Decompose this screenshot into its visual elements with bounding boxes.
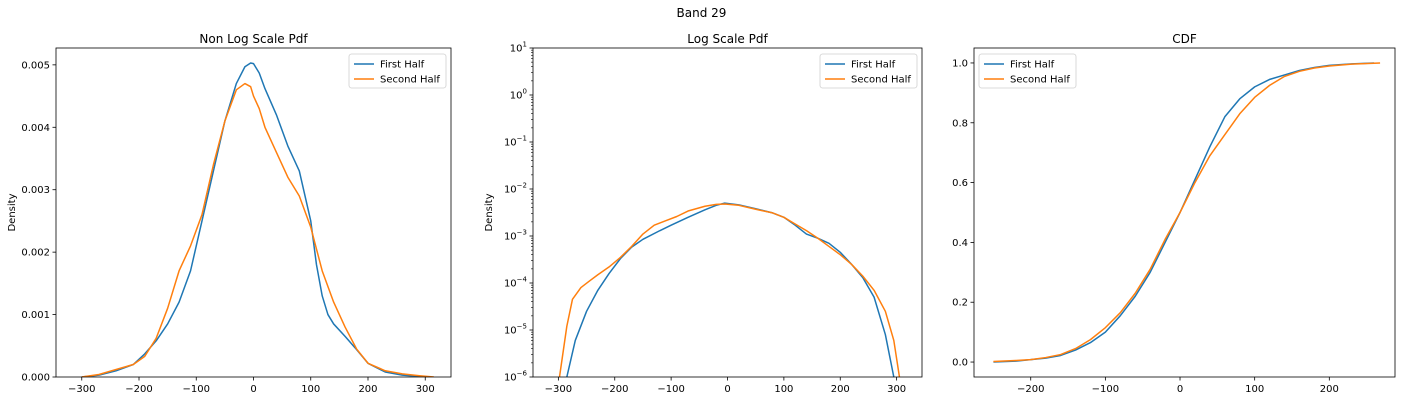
series-line-second-half xyxy=(81,82,434,377)
chart-2: −300 −200 −100 0 100 200 30010−610−510−410−310… xyxy=(484,32,923,395)
series-line-second-half xyxy=(558,203,901,377)
x-tick-label: −200 xyxy=(1017,384,1044,395)
axes-frame xyxy=(973,47,1396,378)
y-tick-label-exponent: −1 xyxy=(517,135,527,143)
chart-title: Non Log Scale Pdf xyxy=(199,32,308,46)
x-tick-label: −100 xyxy=(1092,384,1119,395)
y-tick-label-base: 10 xyxy=(504,373,517,384)
y-tick-label-base: 10 xyxy=(504,185,517,196)
legend-label-first-half: First Half xyxy=(380,60,425,71)
x-tick-label: −100 xyxy=(183,384,210,395)
legend-label-second-half: Second Half xyxy=(1010,75,1070,86)
legend: First Half Second Half xyxy=(348,53,447,89)
y-tick-label: 0.000 xyxy=(21,373,50,384)
y-tick-label: 0.002 xyxy=(21,248,50,259)
y-tick-label: 0.003 xyxy=(21,185,50,196)
legend-label-second-half: Second Half xyxy=(851,75,911,86)
y-tick-label: 0.4 xyxy=(952,238,968,249)
series-line-first-half xyxy=(81,62,432,377)
y-tick-label: 10−6 xyxy=(504,370,528,384)
y-tick-label: 10−1 xyxy=(504,135,527,149)
legend-label-first-half: First Half xyxy=(851,60,896,71)
x-tick-label: 0 xyxy=(1177,384,1183,395)
y-tick-label-exponent: 1 xyxy=(523,41,527,49)
y-tick-label: 0.8 xyxy=(952,118,968,129)
y-tick-label-exponent: −3 xyxy=(517,229,527,237)
y-tick-label-base: 10 xyxy=(510,91,523,102)
y-tick-label-exponent: 0 xyxy=(523,88,527,96)
legend: First Half Second Half xyxy=(819,53,918,89)
y-tick-label-exponent: −4 xyxy=(517,276,528,284)
x-tick-label: 0 xyxy=(250,384,256,395)
x-tick-label: −200 xyxy=(601,384,628,395)
x-tick-label: −300 xyxy=(545,384,572,395)
y-tick-label: 10−5 xyxy=(504,323,527,337)
figure-title: Band 29 xyxy=(677,6,727,20)
y-tick-label-base: 10 xyxy=(510,44,523,55)
y-tick-label-base: 10 xyxy=(504,279,517,290)
y-tick-label: 0.2 xyxy=(952,298,968,309)
x-tick-label: −100 xyxy=(657,384,684,395)
y-tick-label: 0.004 xyxy=(21,123,50,134)
legend-label-first-half: First Half xyxy=(1010,60,1055,71)
x-tick-label: 100 xyxy=(1245,384,1264,395)
y-tick-label-exponent: −6 xyxy=(517,370,528,378)
chart-3: −200 −100 0 100 200 0.0 0.2 0.4 0.6 0.8 1.0 CDF Firs… xyxy=(952,32,1396,395)
x-tick-label: 200 xyxy=(1320,384,1339,395)
x-tick-label: 200 xyxy=(831,384,850,395)
y-axis-label: Density xyxy=(7,193,18,231)
x-tick-label: 300 xyxy=(416,384,435,395)
x-tick-label: 300 xyxy=(887,384,906,395)
y-tick-label: 101 xyxy=(510,41,527,55)
y-tick-label-exponent: −2 xyxy=(517,182,527,190)
chart-1: −300 −200 −100 0 100 200 300 0.000 0.001 0.002 0.0… xyxy=(7,32,452,395)
y-tick-label-base: 10 xyxy=(504,326,517,337)
y-tick-label: 1.0 xyxy=(952,58,968,69)
y-tick-label: 10−4 xyxy=(504,276,528,290)
y-tick-label: 0.001 xyxy=(21,310,50,321)
x-tick-label: −300 xyxy=(68,384,95,395)
y-tick-label-base: 10 xyxy=(504,232,517,243)
y-tick-label: 10−3 xyxy=(504,229,527,243)
y-tick-label: 10−2 xyxy=(504,182,527,196)
y-tick-label: 0.6 xyxy=(952,178,968,189)
x-tick-label: 100 xyxy=(774,384,793,395)
series-line-second-half xyxy=(993,62,1381,363)
x-tick-label: 200 xyxy=(358,384,377,395)
legend: First Half Second Half xyxy=(978,53,1077,89)
x-tick-label: −200 xyxy=(125,384,152,395)
y-tick-label: 100 xyxy=(510,88,527,102)
y-tick-label-exponent: −5 xyxy=(517,323,527,331)
x-tick-label: 0 xyxy=(724,384,730,395)
legend-label-second-half: Second Half xyxy=(380,75,440,86)
y-axis-label: Density xyxy=(484,193,495,231)
y-tick-label: 0.0 xyxy=(952,358,968,369)
x-tick-label: 100 xyxy=(301,384,320,395)
y-tick-label: 0.005 xyxy=(21,60,50,71)
chart-title: Log Scale Pdf xyxy=(687,32,768,46)
y-tick-label-base: 10 xyxy=(504,138,517,149)
chart-title: CDF xyxy=(1172,32,1197,46)
